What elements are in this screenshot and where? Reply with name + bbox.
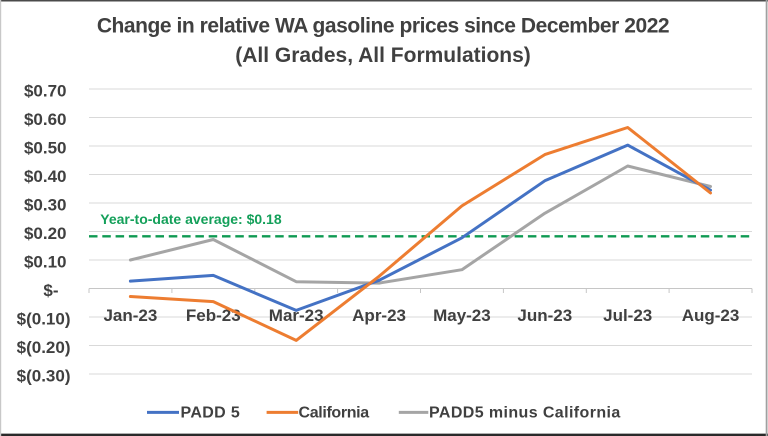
svg-text:Jul-23: Jul-23	[603, 306, 652, 325]
svg-text:PADD 5: PADD 5	[181, 405, 241, 422]
svg-text:Jan-23: Jan-23	[103, 306, 157, 325]
svg-text:May-23: May-23	[433, 306, 491, 325]
svg-text:Feb-23: Feb-23	[186, 306, 241, 325]
svg-text:$-: $-	[43, 281, 58, 300]
svg-text:(All Grades, All Formulations): (All Grades, All Formulations)	[235, 44, 531, 67]
svg-text:Year-to-date average: $0.18: Year-to-date average: $0.18	[100, 211, 282, 227]
svg-text:PADD5 minus California: PADD5 minus California	[429, 405, 621, 422]
svg-text:$0.70: $0.70	[24, 82, 67, 101]
svg-text:Change in relative WA gasoline: Change in relative WA gasoline prices si…	[97, 15, 669, 38]
svg-text:$0.30: $0.30	[24, 196, 67, 215]
svg-text:Mar-23: Mar-23	[269, 306, 324, 325]
svg-text:California: California	[299, 405, 370, 422]
svg-text:$0.60: $0.60	[24, 110, 67, 129]
svg-text:Jun-23: Jun-23	[517, 306, 572, 325]
svg-text:$(0.30): $(0.30)	[17, 367, 71, 386]
svg-text:$0.40: $0.40	[24, 167, 67, 186]
svg-text:Apr-23: Apr-23	[352, 306, 406, 325]
svg-text:$0.50: $0.50	[24, 139, 67, 158]
svg-text:$(0.10): $(0.10)	[17, 310, 71, 329]
svg-text:$0.20: $0.20	[24, 224, 67, 243]
svg-text:Aug-23: Aug-23	[682, 306, 740, 325]
svg-text:$(0.20): $(0.20)	[17, 338, 71, 357]
svg-text:$0.10: $0.10	[24, 253, 67, 272]
